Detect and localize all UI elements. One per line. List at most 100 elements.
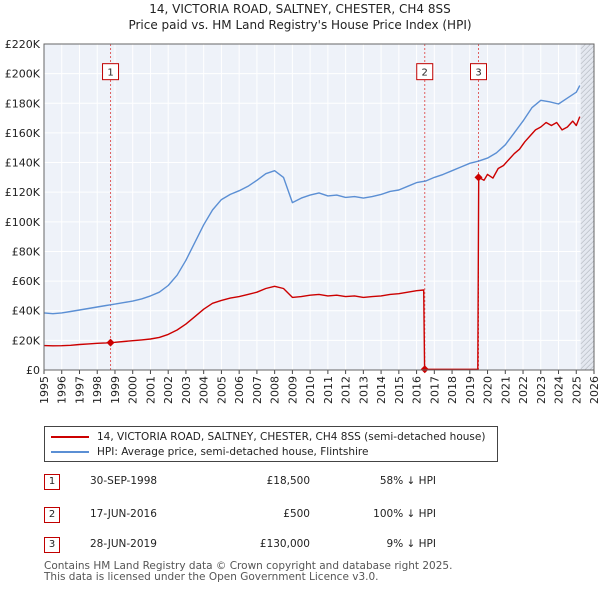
forecast-hatch: [580, 220, 594, 235]
forecast-hatch: [580, 230, 594, 245]
y-tick-label: £140K: [5, 157, 41, 170]
forecast-hatch: [580, 325, 594, 340]
y-tick-label: £60K: [12, 275, 41, 288]
transaction-badge: 3: [44, 537, 60, 553]
transaction-hpi: 9% ↓ HPI: [386, 538, 436, 550]
x-tick-label: 2021: [499, 376, 512, 404]
forecast-hatch: [580, 235, 594, 250]
transaction-marker: [474, 173, 483, 182]
x-tick-label: 2008: [269, 376, 282, 404]
x-tick-label: 2011: [322, 376, 335, 404]
forecast-hatch: [580, 210, 594, 225]
x-tick-label: 2000: [127, 376, 140, 404]
x-tick-label: 2007: [251, 376, 264, 404]
series-line: [43, 85, 581, 315]
forecast-hatch: [580, 130, 594, 145]
x-tick-label: 2009: [286, 376, 299, 404]
x-tick-label: 2012: [340, 376, 353, 404]
y-tick-label: £180K: [5, 97, 41, 110]
x-tick-label: 2018: [446, 376, 459, 404]
transaction-lines: 1 2 3: [102, 44, 487, 370]
x-tick-label: 2025: [570, 376, 583, 404]
forecast-hatch: [580, 75, 594, 90]
x-tick-label: 1999: [109, 376, 122, 404]
forecast-hatch: [580, 265, 594, 280]
transaction-label-box: [416, 63, 434, 81]
forecast-hatch: [580, 44, 592, 55]
forecast-hatch: [580, 44, 582, 45]
x-tick-label: 2010: [304, 376, 317, 404]
forecast-hatch: [580, 85, 594, 100]
forecast-hatch: [580, 190, 594, 205]
x-tick-label: 2022: [517, 376, 530, 404]
x-tick-label: 2024: [553, 376, 566, 404]
forecast-hatch: [581, 19, 600, 39]
transaction-date: 17-JUN-2016: [90, 508, 157, 520]
forecast-hatch: [580, 80, 594, 95]
forecast-hatch: [580, 350, 594, 365]
forecast-hatch: [581, 0, 600, 9]
forecast-hatch: [580, 330, 594, 345]
x-tick-label: 2015: [393, 376, 406, 404]
transaction-label: 1: [107, 68, 113, 79]
x-tick-label: 2001: [144, 376, 157, 404]
x-tick-label: 1995: [38, 376, 51, 404]
x-tick-label: 2020: [482, 376, 495, 404]
forecast-hatch: [581, 0, 600, 19]
x-tick-label: 2004: [198, 376, 211, 404]
forecast-hatch: [581, 404, 600, 420]
forecast-shading: [580, 0, 600, 420]
forecast-hatch: [580, 245, 594, 260]
forecast-hatch: [580, 155, 594, 170]
forecast-hatch: [581, 0, 600, 4]
x-tick-label: 2019: [464, 376, 477, 404]
forecast-hatch: [580, 44, 587, 50]
x-tick-label: 2013: [357, 376, 370, 404]
forecast-hatch: [580, 165, 594, 180]
forecast-hatch: [580, 135, 594, 150]
legend-red-line: [51, 436, 89, 438]
transaction-label-box: [470, 63, 487, 81]
y-tick-label: £220K: [5, 38, 41, 51]
forecast-hatch: [580, 125, 594, 140]
forecast-hatch: [580, 90, 594, 105]
transaction-marker: [106, 338, 115, 347]
forecast-hatch: [580, 120, 594, 135]
transaction-price: £500: [283, 508, 310, 520]
forecast-hatch: [580, 45, 594, 60]
forecast-hatch: [580, 65, 594, 80]
x-tick-label: 2006: [233, 376, 246, 404]
forecast-hatch: [580, 300, 594, 315]
price-chart: 14, VICTORIA ROAD, SALTNEY, CHESTER, CH4…: [5, 0, 600, 420]
transaction-badge: 2: [44, 507, 60, 523]
transaction-label: 2: [422, 68, 428, 79]
forecast-hatch: [580, 255, 594, 270]
forecast-hatch: [580, 145, 594, 160]
transaction-date: 28-JUN-2019: [90, 538, 157, 550]
forecast-hatch: [580, 175, 594, 190]
x-tick-label: 2026: [588, 376, 600, 404]
x-tick-label: 2003: [180, 376, 193, 404]
y-tick-label: £80K: [12, 245, 41, 258]
forecast-hatch: [580, 110, 594, 125]
legend-hpi-label: HPI: Average price, semi-detached house,…: [97, 446, 369, 458]
series-line: [43, 116, 581, 370]
y-tick-label: £100K: [5, 216, 41, 229]
legend-property-label: 14, VICTORIA ROAD, SALTNEY, CHESTER, CH4…: [97, 431, 486, 443]
x-tick-label: 1998: [91, 376, 104, 404]
forecast-hatch: [581, 9, 600, 29]
chart-subtitle: Price paid vs. HM Land Registry's House …: [128, 18, 471, 32]
x-tick-label: 2016: [411, 376, 424, 404]
forecast-hatch: [580, 225, 594, 240]
forecast-hatch: [580, 195, 594, 210]
transaction-label: 3: [475, 68, 481, 79]
x-tick-label: 2005: [215, 376, 228, 404]
forecast-hatch: [580, 115, 594, 130]
forecast-hatch: [580, 60, 594, 75]
forecast-hatch: [580, 50, 594, 65]
forecast-hatch: [580, 315, 594, 330]
footer-licence: This data is licensed under the Open Gov…: [44, 571, 379, 583]
y-tick-label: £160K: [5, 127, 41, 140]
forecast-hatch: [581, 414, 600, 420]
forecast-hatch: [580, 240, 594, 255]
